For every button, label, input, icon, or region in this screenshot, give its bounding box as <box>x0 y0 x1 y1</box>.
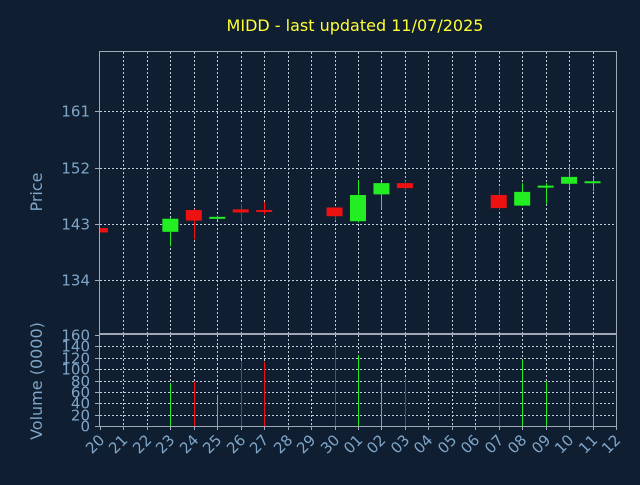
volume-tick-label: 120 <box>61 350 90 368</box>
price-tick-label: 152 <box>61 160 90 178</box>
candle-body <box>396 183 413 189</box>
x-axis-label: Day <box>333 458 363 476</box>
candle-body <box>100 228 108 233</box>
volume-tick-label: 100 <box>61 361 90 379</box>
candle-body <box>185 209 202 221</box>
price-tick-label: 143 <box>61 216 90 234</box>
price-tick-label: 161 <box>61 103 90 121</box>
candle-body <box>514 191 531 206</box>
volume-tick-label: 40 <box>71 395 90 413</box>
price-tick-label: 134 <box>61 272 90 290</box>
price-panel-frame <box>99 51 617 334</box>
volume-bars <box>170 345 594 426</box>
price-candles <box>100 166 601 247</box>
price-tick-labels: 134 143 152 161 <box>61 103 100 290</box>
candle-body <box>537 185 554 188</box>
candle-body <box>373 183 390 195</box>
volume-tick-label: 80 <box>71 373 90 391</box>
candle-body <box>561 176 578 184</box>
volume-tick-label: 0 <box>80 418 90 436</box>
chart-title: MIDD - last updated 11/07/2025 <box>227 16 484 35</box>
candle-body <box>326 207 343 217</box>
volume-axis-label: Volume (0000) <box>27 322 46 440</box>
candle-body <box>490 194 507 209</box>
volume-tick-label: 60 <box>71 384 90 402</box>
candle-body <box>584 181 601 184</box>
volume-tick-label: 140 <box>61 338 90 356</box>
candle-body <box>232 209 249 213</box>
candle-body <box>162 218 179 232</box>
candle-body <box>350 194 366 222</box>
candle-body <box>209 216 226 219</box>
price-axis-label: Price <box>27 172 46 211</box>
candle-body <box>256 209 273 212</box>
volume-tick-label: 160 <box>61 327 90 345</box>
volume-tick-label: 20 <box>71 407 90 425</box>
